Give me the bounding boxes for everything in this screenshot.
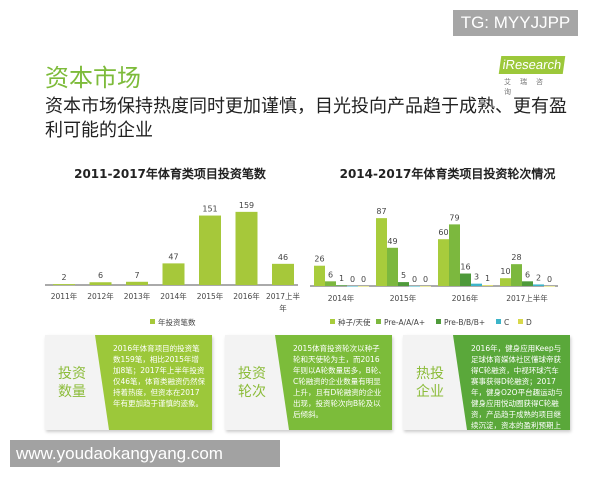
card-text: 2015体育投资轮次以种子轮和天使轮为主，而2016年则以A轮数量居多，B轮、C… — [293, 344, 386, 419]
bar — [387, 247, 398, 286]
tick-label: 2016年 — [233, 291, 260, 301]
tick-label: 2017上半年 — [506, 293, 548, 303]
legend-swatch — [376, 319, 381, 324]
watermark-bottom: www.youdaokangyang.com — [10, 440, 280, 467]
data-label: 3 — [474, 273, 479, 282]
card-investment-rounds: 投资轮次 2015体育投资轮次以种子轮和天使轮为主，而2016年则以A轮数量居多… — [225, 335, 392, 430]
bar — [358, 286, 369, 287]
card-hot-companies: 热投企业 2016年，健身应用Keep与足球体育媒体社区懂球帝获得C轮融资，中视… — [403, 335, 570, 430]
data-label: 0 — [547, 275, 552, 284]
data-label: 16 — [460, 263, 470, 272]
data-label: 0 — [423, 275, 428, 284]
legend-label: 种子/天使 — [338, 317, 371, 327]
data-label: 159 — [239, 201, 254, 210]
bar — [420, 286, 431, 287]
page-subtitle: 资本市场保持热度同时更加谨慎，目光投向产品趋于成熟、更有盈利可能的企业 — [45, 96, 567, 141]
legend-swatch — [496, 319, 501, 324]
bar — [449, 224, 460, 286]
legend-swatch — [518, 319, 523, 324]
bar — [438, 239, 449, 286]
tick-label: 年 — [279, 303, 287, 313]
data-label: 2 — [536, 273, 541, 282]
tick-label: 2012年 — [87, 291, 114, 301]
legend-label: Pre-B/B/B+ — [444, 318, 485, 327]
data-label: 1 — [485, 274, 490, 283]
bar — [126, 281, 148, 285]
bar — [533, 284, 544, 286]
data-label: 47 — [168, 252, 178, 261]
data-label: 0 — [361, 275, 366, 284]
data-label: 6 — [98, 271, 103, 280]
tick-label: 2016年 — [452, 293, 479, 303]
bar — [272, 263, 294, 285]
bar — [471, 283, 482, 286]
data-label: 79 — [449, 213, 459, 222]
logo-brand: iResearch — [498, 56, 566, 74]
card-text: 2016年，健身应用Keep与足球体育媒体社区懂球帝获得C轮融资，中视环球汽车赛… — [471, 344, 563, 441]
bar — [409, 286, 420, 287]
tick-label: 2013年 — [124, 291, 151, 301]
bar — [314, 265, 325, 286]
tick-label: 2017上半 — [266, 291, 301, 301]
tick-label: 2014年 — [328, 293, 355, 303]
bar — [460, 273, 471, 286]
data-label: 60 — [438, 228, 448, 237]
bar — [522, 281, 533, 286]
data-label: 2 — [61, 273, 66, 282]
legend-label: D — [526, 318, 532, 327]
legend-swatch — [150, 319, 155, 324]
data-label: 7 — [134, 271, 139, 280]
logo-cn: 艾瑞咨询 — [504, 78, 552, 96]
card-investment-count: 投资数量 2016年体育项目的投资笔数159笔，相比2015年增加8笔；2017… — [45, 335, 212, 430]
card-label: 投资轮次 — [238, 366, 266, 400]
bar — [162, 263, 185, 285]
data-label: 5 — [401, 271, 406, 280]
data-label: 0 — [350, 275, 355, 284]
bar — [500, 278, 511, 286]
legend-label: Pre-A/A/A+ — [384, 318, 425, 327]
data-label: 0 — [412, 275, 417, 284]
bar — [325, 281, 336, 286]
bar — [347, 286, 358, 287]
data-label: 49 — [387, 237, 397, 246]
data-label: 87 — [376, 207, 386, 216]
chart1-title: 2011-2017年体育类项目投资笔数 — [74, 167, 266, 181]
bar — [511, 264, 522, 286]
data-label: 28 — [511, 253, 521, 262]
legend-label: C — [504, 318, 509, 327]
iresearch-logo: iResearch 艾瑞咨询 — [492, 53, 567, 96]
data-label: 46 — [278, 253, 288, 262]
tick-label: 2015年 — [197, 291, 224, 301]
data-label: 6 — [525, 270, 530, 279]
legend-swatch — [330, 319, 335, 324]
legend-label: 年投资笔数 — [158, 317, 196, 327]
card-label: 投资数量 — [58, 366, 86, 400]
card-text: 2016年体育项目的投资笔数159笔，相比2015年增加8笔；2017年上半年投… — [113, 344, 206, 408]
data-label: 10 — [500, 267, 510, 276]
chart1: 2 2011年 6 2012年 7 2013年 47 2014年 151 2015年 159 2016… — [45, 201, 301, 327]
tick-label: 2011年 — [51, 291, 78, 301]
bar — [235, 211, 258, 285]
bar — [336, 285, 347, 286]
chart2-title: 2014-2017年体育类项目投资轮次情况 — [339, 167, 556, 181]
data-label: 6 — [328, 270, 333, 279]
bar — [398, 282, 409, 286]
legend-swatch — [436, 319, 441, 324]
card-label: 热投企业 — [416, 366, 444, 400]
bar — [544, 286, 555, 287]
tick-label: 2014年 — [160, 291, 187, 301]
bar — [482, 285, 493, 286]
page-title: 资本市场 — [45, 64, 141, 92]
tick-label: 2015年 — [390, 293, 417, 303]
bar — [199, 215, 221, 285]
data-label: 1 — [339, 274, 344, 283]
watermark-top: TG: MYYJJPP — [453, 10, 578, 36]
bar — [53, 284, 75, 286]
bar — [89, 282, 112, 285]
bar — [376, 218, 387, 286]
data-label: 151 — [202, 205, 217, 214]
data-label: 26 — [314, 255, 324, 264]
